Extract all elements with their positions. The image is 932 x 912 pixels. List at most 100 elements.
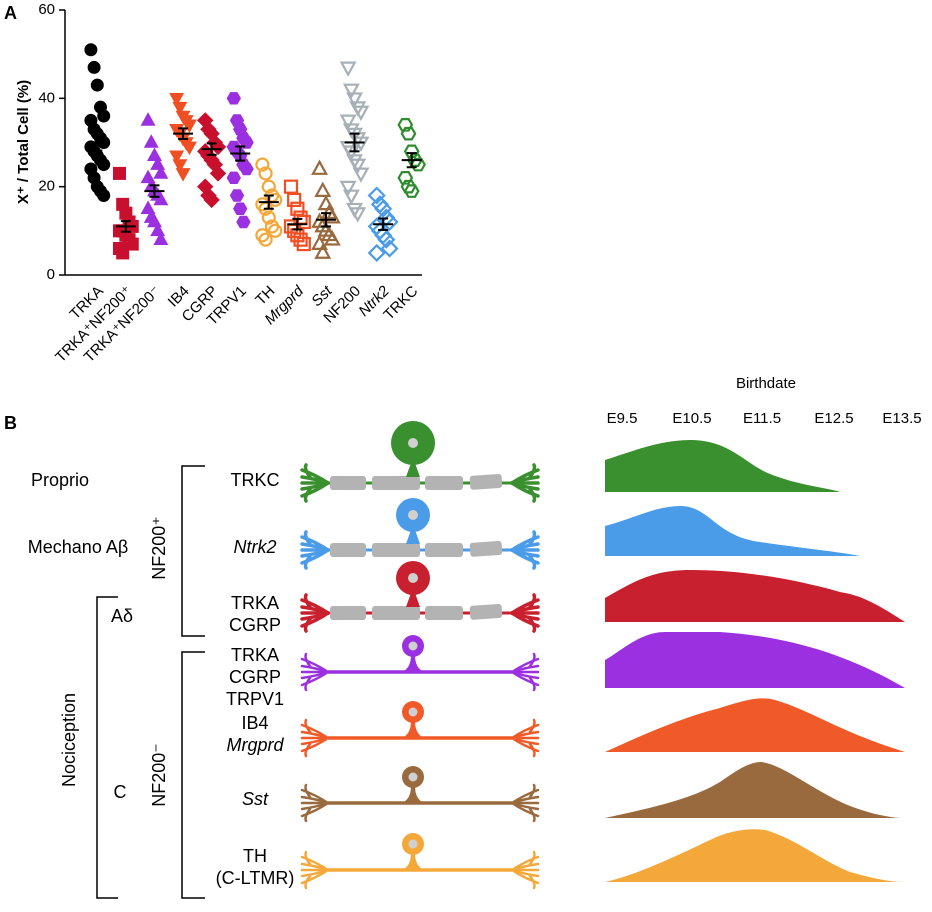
birthdate-curve: [605, 829, 905, 882]
group-label: Aδ: [111, 606, 133, 626]
cell-type-label: TRPV1: [226, 689, 284, 709]
stalk: [402, 655, 424, 672]
data-point: [97, 109, 111, 123]
terminal-branch: [300, 670, 330, 687]
terminal-branch: [510, 736, 540, 753]
data-point: [140, 200, 156, 215]
birthdate-curve: [605, 698, 905, 752]
terminal-branch: [510, 548, 540, 565]
bracket: [181, 465, 205, 637]
data-point: [352, 167, 370, 183]
myelin: [372, 606, 420, 620]
group-label: Nociception: [59, 693, 79, 787]
data-point: [258, 232, 273, 247]
myelin: [372, 476, 420, 490]
nucleus: [408, 510, 418, 520]
data-point: [400, 126, 417, 141]
y-axis-title: X⁺ / Total Cell (%): [15, 80, 32, 204]
cell-type-label: Ntrk2: [233, 537, 276, 557]
myelin: [469, 603, 503, 620]
data-point: [97, 158, 111, 172]
data-point: [283, 179, 299, 194]
data-point: [346, 92, 364, 108]
myelin: [425, 476, 463, 490]
y-tick-label: 0: [47, 266, 55, 283]
nucleus: [408, 772, 418, 782]
data-point: [311, 159, 329, 175]
terminal-branch: [300, 868, 330, 885]
myelin: [330, 476, 366, 490]
data-point: [380, 239, 399, 258]
data-point: [342, 83, 360, 99]
cell-type-label: TRKA: [231, 593, 279, 613]
terminal-branch: [528, 463, 537, 503]
stalk: [402, 853, 424, 870]
data-point: [403, 184, 420, 198]
myelin: [330, 543, 366, 557]
birthdate-tick-label: E13.5: [882, 410, 921, 427]
panel-label: A: [4, 3, 17, 23]
data-point: [317, 194, 335, 211]
data-point: [236, 215, 251, 229]
terminal-branch: [510, 611, 540, 628]
stalk: [402, 786, 424, 803]
myelin: [469, 473, 503, 490]
birthdate-tick-label: E9.5: [607, 410, 638, 427]
data-point: [209, 165, 227, 182]
data-point: [143, 134, 159, 148]
data-point: [400, 179, 417, 194]
myelin: [469, 540, 503, 557]
terminal-branch: [528, 593, 537, 633]
terminal-branch: [528, 530, 537, 570]
data-point: [112, 166, 126, 180]
data-point: [116, 246, 130, 260]
birthdate-tick-label: E11.5: [743, 410, 781, 427]
myelin: [425, 543, 463, 557]
birthdate-curve: [605, 632, 905, 688]
stalk: [406, 463, 420, 477]
data-point: [287, 192, 302, 208]
data-point: [293, 232, 308, 247]
terminal-branch: [528, 850, 536, 890]
data-point: [352, 105, 370, 122]
birthdate-curve: [605, 506, 860, 556]
data-point: [153, 165, 169, 179]
data-point: [397, 118, 414, 132]
data-point: [374, 199, 393, 218]
birthdate-tick-label: E12.5: [814, 410, 853, 427]
terminal-branch: [510, 801, 540, 818]
cell-type-label: CGRP: [229, 667, 281, 687]
data-point: [342, 189, 360, 205]
y-tick-label: 40: [38, 89, 55, 106]
cell-type-label: Sst: [242, 789, 269, 809]
data-point: [296, 236, 311, 252]
terminal-branch: [528, 652, 536, 692]
data-point: [339, 61, 357, 77]
data-point: [125, 237, 139, 251]
bracket: [96, 596, 118, 899]
data-point: [367, 186, 386, 205]
data-point: [352, 136, 370, 152]
data-point: [342, 145, 360, 161]
data-point: [169, 93, 185, 107]
nucleus: [408, 707, 418, 717]
data-point: [226, 171, 241, 185]
group-label: C: [114, 782, 127, 802]
cell-type-label: (C-LTMR): [216, 868, 295, 888]
data-point: [258, 166, 273, 181]
stalk: [402, 721, 424, 738]
data-point: [175, 168, 191, 182]
panel-label: B: [4, 413, 17, 433]
y-tick-label: 20: [38, 178, 55, 195]
stalk: [406, 530, 420, 544]
data-point: [87, 60, 101, 74]
cell-type-label: TH: [243, 846, 267, 866]
data-point: [97, 189, 111, 202]
cell-type-label: Mrgprd: [226, 735, 284, 755]
terminal-branch: [300, 481, 330, 498]
data-point: [140, 169, 156, 184]
terminal-branch: [510, 481, 540, 498]
birthdate-title: Birthdate: [736, 375, 796, 392]
nucleus: [408, 438, 418, 448]
data-point: [181, 141, 197, 156]
